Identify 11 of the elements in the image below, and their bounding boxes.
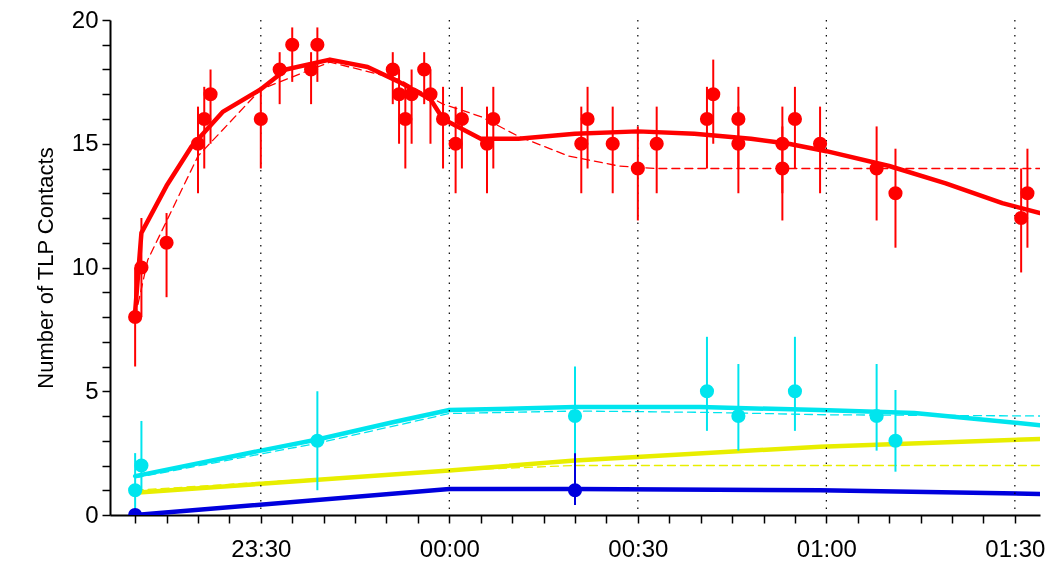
y-tick-label: 10 xyxy=(71,253,99,280)
x-tick-label: 01:00 xyxy=(796,534,857,562)
x-tick-label: 00:00 xyxy=(419,534,480,562)
y-tick-label: 20 xyxy=(71,5,99,33)
y-tick-label: 5 xyxy=(85,376,99,404)
y-tick-label: 0 xyxy=(85,500,99,528)
y-tick-label: 15 xyxy=(71,129,99,157)
x-tick-label: 01:30 xyxy=(985,534,1045,562)
y-axis-title: Number of TLP Contacts xyxy=(32,147,58,389)
x-tick-label: 00:30 xyxy=(608,534,669,562)
x-tick-label: 23:30 xyxy=(231,534,292,562)
